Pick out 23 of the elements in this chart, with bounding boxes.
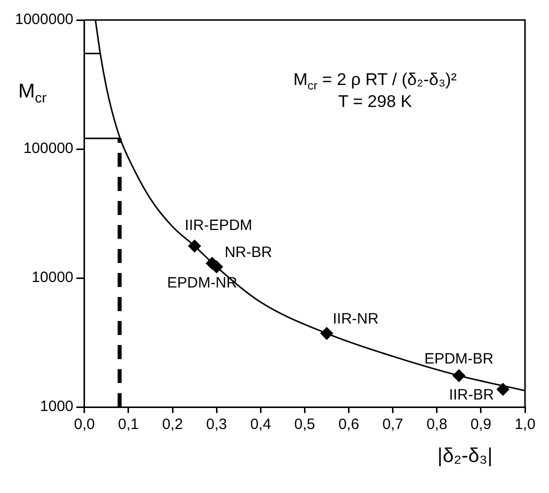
x-tick-label: 0,4 (250, 416, 272, 434)
y-tick-label: 1000 (40, 398, 74, 416)
annotation: IIR-BR (448, 386, 494, 404)
annotation: NR-BR (224, 244, 272, 261)
annotation: T = 298 K (338, 92, 413, 111)
x-tick-label: 0,1 (118, 416, 139, 434)
x-tick-label: 0,3 (206, 416, 228, 434)
x-tick-label: 0,6 (338, 416, 360, 434)
x-axis-title: |δ₂-δ₃| (437, 445, 493, 467)
x-tick-label: 0,2 (162, 416, 183, 434)
annotation: IIR-EPDM (184, 217, 252, 234)
y-tick-label: 10000 (32, 269, 74, 286)
y-tick-label: 100000 (23, 140, 74, 158)
annotation: EPDM-NR (167, 274, 238, 292)
annotation: EPDM-BR (424, 350, 494, 368)
x-tick-label: 0,5 (294, 416, 316, 434)
x-tick-label: 0,0 (74, 416, 95, 434)
x-tick-label: 0,8 (426, 416, 448, 434)
y-tick-label: 1000000 (14, 11, 74, 28)
x-tick-label: 1,0 (514, 416, 536, 434)
annotation: IIR-NR (332, 310, 379, 328)
x-tick-label: 0,9 (470, 416, 492, 434)
x-tick-label: 0,7 (382, 416, 404, 434)
